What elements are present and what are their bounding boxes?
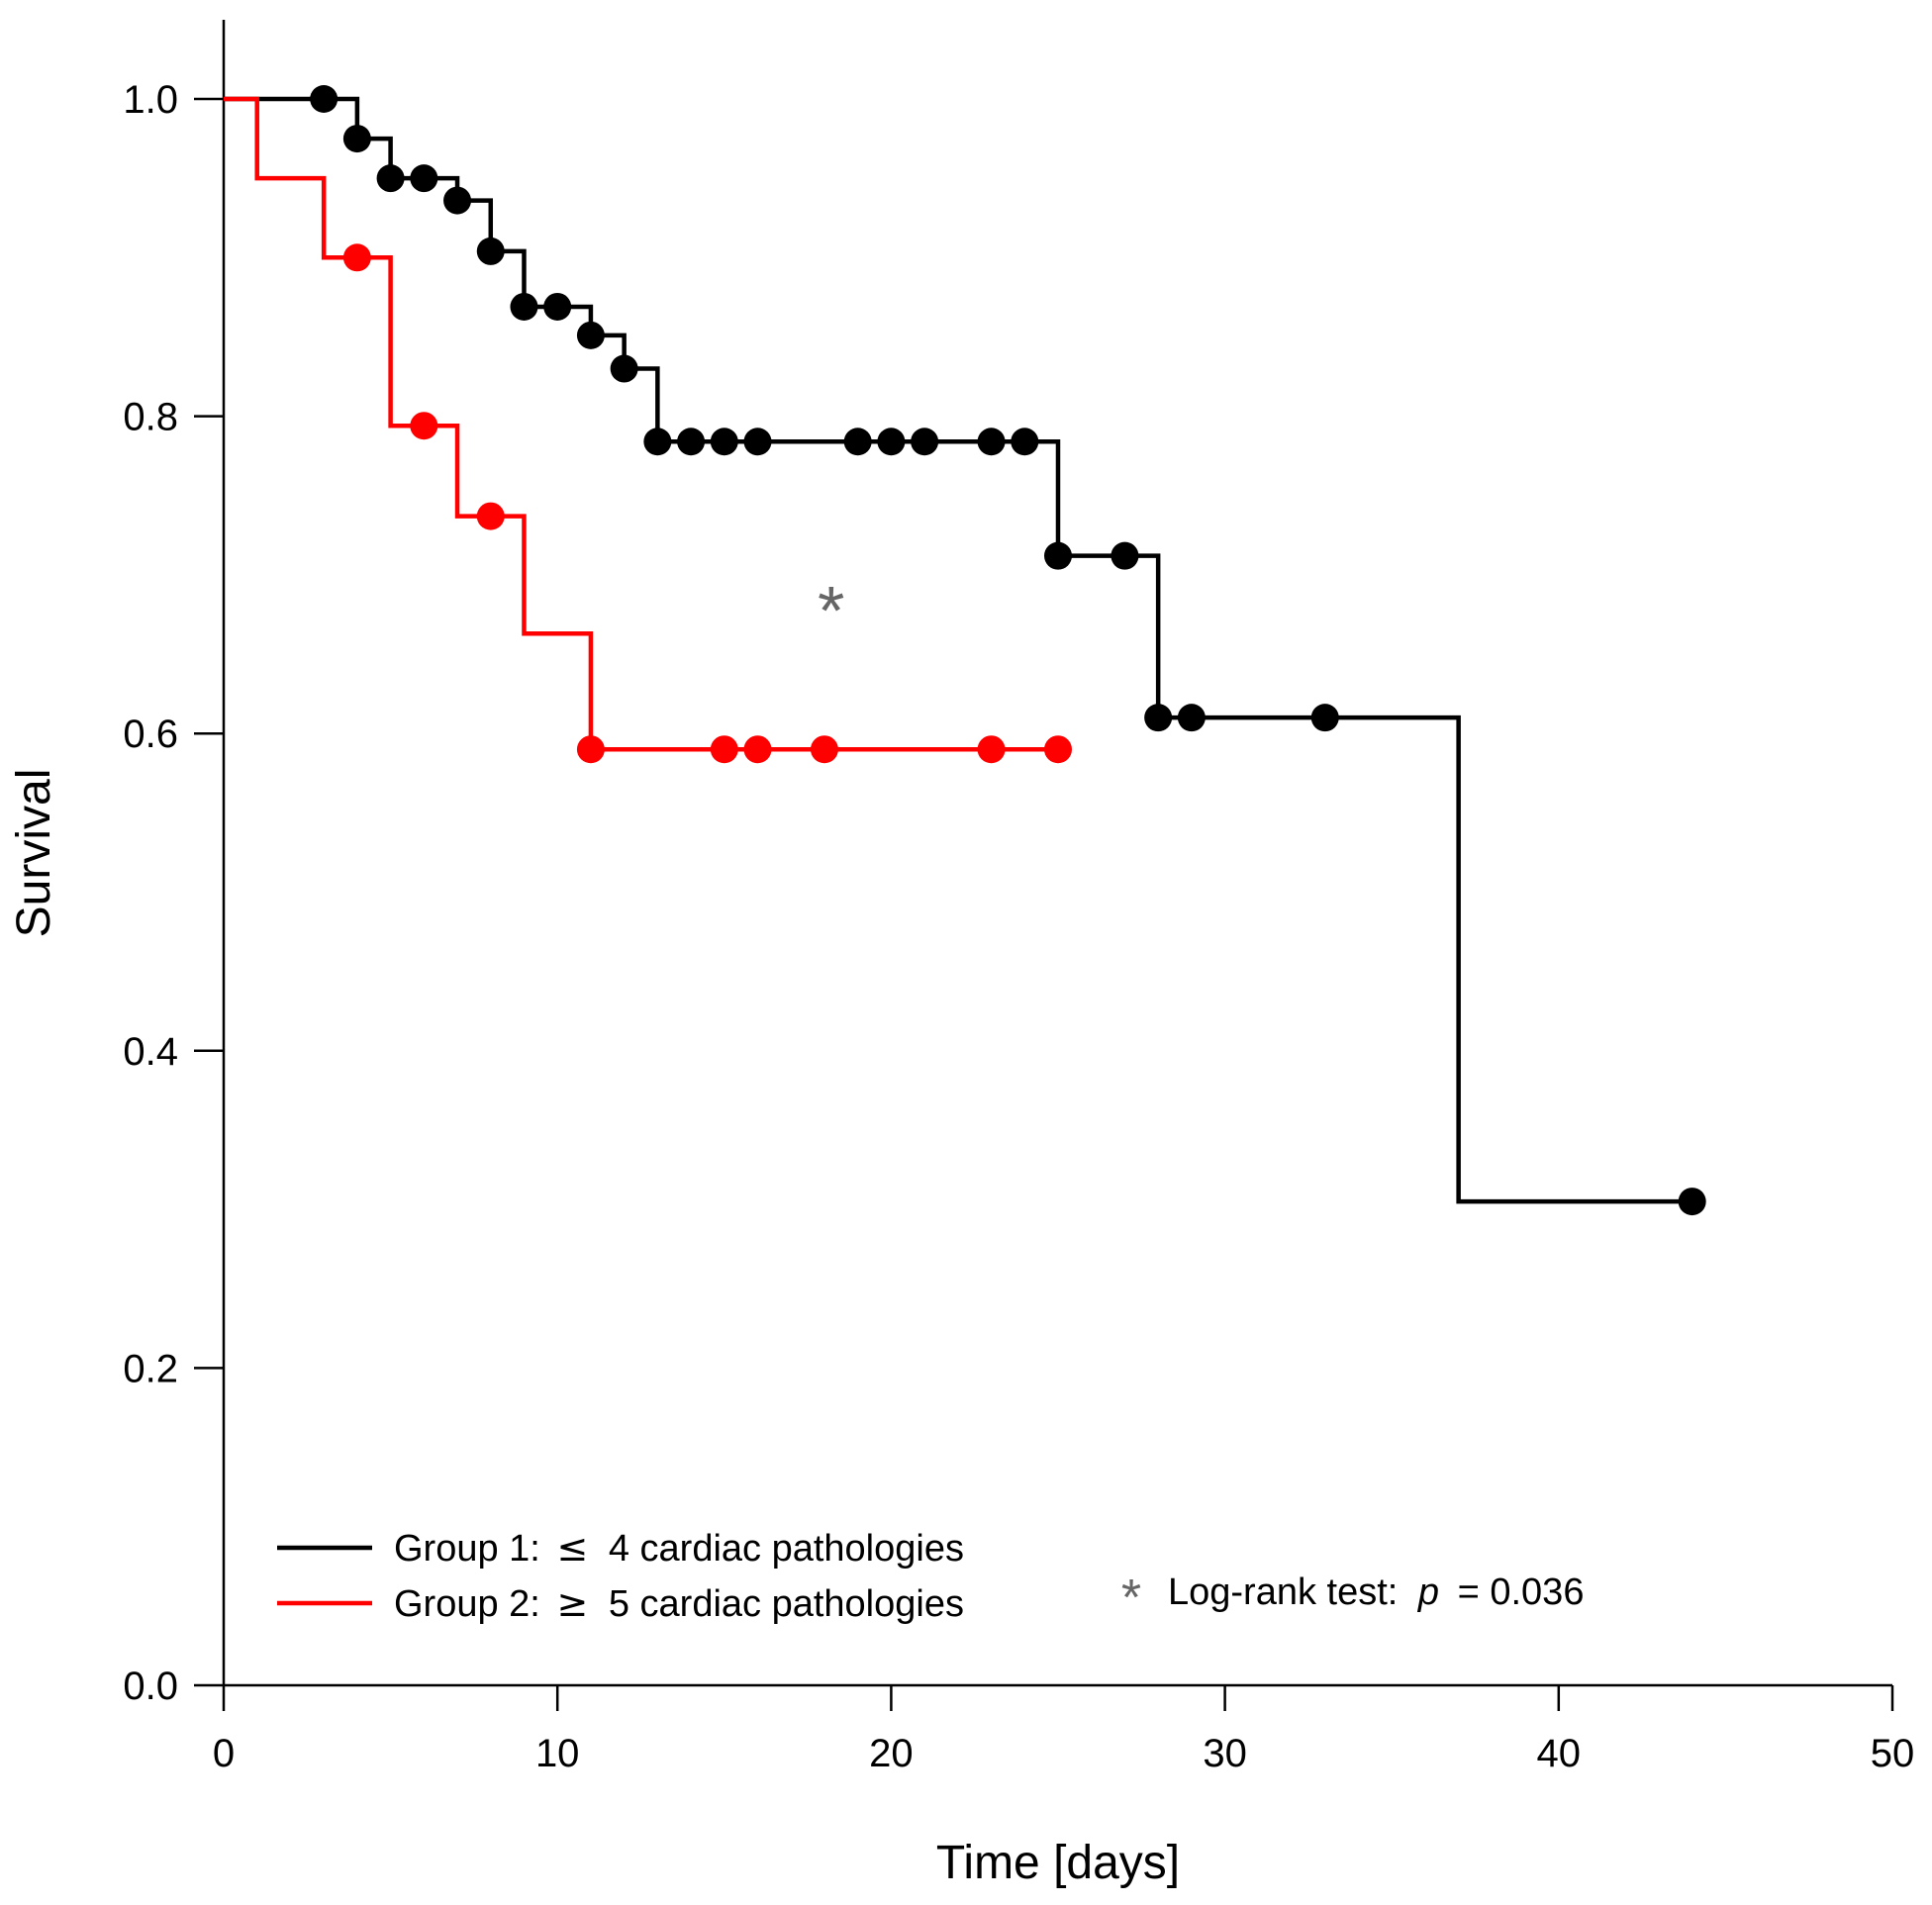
censor-mark (810, 735, 838, 764)
test-note-label: Log-rank test: (1168, 1572, 1398, 1613)
censor-mark (476, 237, 505, 265)
censor-mark (443, 186, 472, 215)
censor-mark (743, 735, 772, 764)
x-tick-label: 20 (869, 1732, 914, 1775)
censor-mark (911, 428, 939, 456)
censor-mark (376, 164, 405, 193)
test-note-p-symbol: p (1417, 1572, 1439, 1613)
x-tick-label: 50 (1871, 1732, 1915, 1775)
y-axis-title: Survival (8, 769, 60, 938)
censor-mark (1678, 1188, 1706, 1216)
censor-mark (1310, 704, 1339, 732)
y-tick-label: 0.0 (123, 1665, 178, 1708)
survival-curve-group-2 (224, 96, 1058, 752)
x-tick-label: 40 (1537, 1732, 1582, 1775)
censor-mark (410, 164, 438, 193)
significance-star: * (818, 572, 844, 649)
censor-mark (476, 502, 505, 530)
censor-mark (1044, 541, 1072, 570)
x-tick-label: 0 (213, 1732, 235, 1775)
censor-mark (310, 85, 338, 113)
censor-mark (1111, 541, 1139, 570)
censor-mark (610, 354, 638, 383)
x-axis-title: Time [days] (936, 1837, 1180, 1889)
legend-suffix-group-2: 5 cardiac pathologies (609, 1583, 964, 1625)
censor-mark (743, 428, 772, 456)
y-tick-label: 0.2 (123, 1347, 178, 1390)
censor-mark (576, 321, 605, 349)
censor-mark (643, 428, 672, 456)
series-group-1 (224, 85, 1706, 1216)
censor-mark (1044, 735, 1072, 764)
survival-curve-group-1 (224, 96, 1692, 1204)
censor-mark (977, 735, 1006, 764)
censor-mark (543, 292, 572, 321)
censor-mark (877, 428, 906, 456)
legend: Group 1: ≤ 4 cardiac pathologies Group 2… (277, 1526, 964, 1625)
censor-mark (342, 125, 371, 153)
censor-mark (1144, 704, 1173, 732)
censor-mark (710, 428, 738, 456)
censor-mark (1177, 704, 1206, 732)
y-tick-label: 0.6 (123, 713, 178, 756)
y-tick-label: 1.0 (123, 78, 178, 122)
annotation-layer: * (818, 572, 844, 649)
x-tick-label: 10 (535, 1732, 580, 1775)
censor-mark (410, 412, 438, 440)
test-note: * Log-rank test: p = 0.036 (1121, 1570, 1585, 1627)
censor-mark (1011, 428, 1039, 456)
censor-mark (510, 292, 538, 321)
censor-mark (843, 428, 872, 456)
y-tick-label: 0.4 (123, 1030, 178, 1074)
legend-suffix-group-1: 4 cardiac pathologies (609, 1528, 964, 1570)
censor-mark (677, 428, 706, 456)
legend-prefix-group-2: Group 2: (394, 1583, 540, 1625)
censor-mark (977, 428, 1006, 456)
legend-label-group-1: Group 1: ≤ 4 cardiac pathologies (394, 1526, 964, 1570)
legend-symbol-group-2: ≥ (556, 1581, 588, 1625)
test-note-p-value: = 0.036 (1458, 1572, 1585, 1613)
legend-prefix-group-1: Group 1: (394, 1528, 540, 1570)
ticks-layer: 0 10 20 30 40 50 0.0 0.2 0.4 0.6 0.8 1.0 (123, 78, 1914, 1775)
legend-symbol-group-1: ≤ (556, 1526, 588, 1570)
censor-mark (342, 243, 371, 272)
censor-mark (710, 735, 738, 764)
series-layer (224, 85, 1706, 1216)
series-group-2 (224, 96, 1072, 764)
censor-mark (576, 735, 605, 764)
y-tick-label: 0.8 (123, 396, 178, 439)
x-tick-label: 30 (1203, 1732, 1247, 1775)
legend-label-group-2: Group 2: ≥ 5 cardiac pathologies (394, 1581, 964, 1625)
test-note-text: Log-rank test: p = 0.036 (1168, 1572, 1584, 1613)
test-note-star: * (1121, 1570, 1141, 1627)
